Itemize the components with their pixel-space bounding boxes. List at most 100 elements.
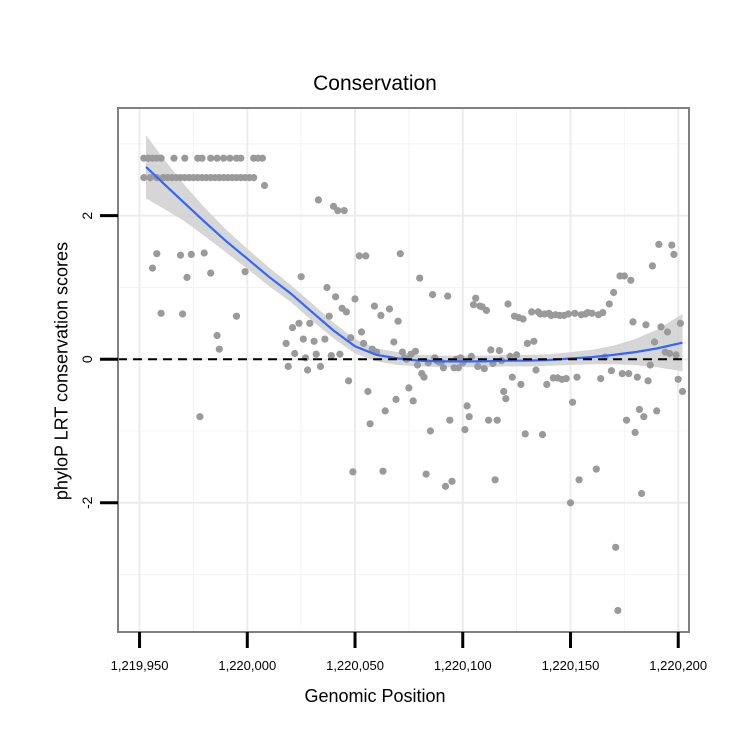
data-point bbox=[325, 312, 333, 320]
data-point bbox=[474, 362, 482, 370]
data-point bbox=[638, 489, 646, 498]
data-point bbox=[284, 362, 292, 370]
data-point bbox=[543, 380, 551, 388]
data-point bbox=[439, 364, 447, 372]
data-point bbox=[215, 345, 223, 353]
data-point bbox=[459, 359, 467, 367]
data-point bbox=[282, 339, 290, 347]
data-point bbox=[351, 295, 359, 303]
data-point bbox=[258, 154, 266, 162]
data-point bbox=[597, 375, 605, 383]
data-point bbox=[575, 476, 583, 484]
data-point bbox=[413, 361, 422, 369]
data-point bbox=[564, 310, 572, 318]
data-points bbox=[140, 154, 687, 615]
data-point bbox=[187, 250, 195, 258]
data-point bbox=[398, 348, 406, 356]
data-point bbox=[422, 470, 430, 478]
data-point bbox=[347, 334, 355, 342]
data-point bbox=[657, 323, 665, 331]
x-tick-label: 1,220,050 bbox=[326, 658, 384, 673]
data-point bbox=[538, 431, 547, 439]
data-point bbox=[392, 395, 400, 403]
data-point bbox=[599, 309, 607, 317]
data-point bbox=[362, 252, 370, 260]
data-point bbox=[345, 377, 353, 385]
data-point bbox=[566, 499, 575, 507]
data-point bbox=[612, 543, 620, 551]
data-point bbox=[620, 272, 629, 280]
data-point bbox=[562, 375, 570, 383]
confidence-ribbon bbox=[146, 135, 683, 372]
data-point bbox=[444, 292, 452, 300]
data-point bbox=[513, 351, 521, 359]
data-point bbox=[441, 482, 450, 490]
data-point bbox=[396, 250, 404, 258]
data-point bbox=[411, 347, 419, 355]
data-point bbox=[629, 318, 637, 326]
data-point bbox=[668, 241, 676, 249]
data-point bbox=[487, 346, 495, 354]
data-point bbox=[467, 352, 475, 360]
data-point bbox=[260, 181, 269, 190]
data-point bbox=[448, 477, 456, 485]
smooth-line-layer bbox=[145, 166, 683, 363]
chart-title: Conservation bbox=[313, 72, 437, 95]
data-point bbox=[653, 407, 661, 415]
data-point bbox=[644, 377, 652, 385]
data-point bbox=[379, 467, 387, 475]
data-point bbox=[472, 294, 480, 302]
axes: 1,219,950 1,220,000 1,220,050 1,220,100 1,22… bbox=[79, 212, 707, 673]
data-point bbox=[429, 291, 437, 299]
data-point bbox=[670, 250, 678, 258]
data-point bbox=[291, 349, 299, 358]
panel-border bbox=[117, 107, 690, 633]
data-point bbox=[334, 207, 342, 215]
data-point bbox=[321, 335, 329, 343]
data-point bbox=[340, 207, 348, 215]
data-point bbox=[360, 339, 368, 347]
x-tick-label: 1,220,200 bbox=[649, 658, 707, 673]
data-point bbox=[314, 196, 322, 204]
data-point bbox=[213, 331, 221, 340]
data-point bbox=[148, 264, 157, 272]
data-point bbox=[454, 364, 462, 372]
data-point bbox=[605, 300, 613, 308]
data-point bbox=[183, 273, 191, 281]
x-tick-label: 1,220,100 bbox=[434, 658, 492, 673]
data-point bbox=[571, 309, 579, 317]
data-point bbox=[226, 154, 234, 162]
data-point bbox=[306, 319, 314, 327]
data-point bbox=[220, 154, 228, 162]
data-point bbox=[465, 413, 473, 421]
data-point bbox=[521, 430, 529, 438]
data-point bbox=[349, 468, 357, 476]
data-point bbox=[663, 328, 672, 336]
data-point bbox=[495, 347, 503, 355]
data-point bbox=[304, 366, 312, 374]
data-point bbox=[157, 154, 165, 162]
data-point bbox=[640, 413, 648, 421]
data-point bbox=[390, 338, 398, 346]
data-point bbox=[170, 154, 178, 162]
data-point bbox=[232, 312, 241, 320]
data-point bbox=[381, 407, 389, 415]
data-point bbox=[377, 311, 385, 319]
data-point bbox=[200, 249, 208, 257]
data-point bbox=[666, 349, 674, 358]
y-tick-label: 2 bbox=[79, 212, 95, 220]
data-point bbox=[323, 283, 331, 292]
data-point bbox=[655, 240, 663, 248]
data-point bbox=[502, 395, 510, 403]
data-point bbox=[250, 174, 258, 182]
data-point bbox=[463, 402, 471, 410]
data-point bbox=[299, 335, 307, 343]
data-point bbox=[461, 426, 469, 434]
data-point bbox=[179, 310, 187, 318]
data-point bbox=[301, 354, 310, 362]
data-point bbox=[519, 315, 527, 323]
data-point bbox=[327, 352, 335, 360]
y-tick-label: 0 bbox=[79, 355, 95, 363]
data-point bbox=[295, 319, 303, 327]
data-point bbox=[672, 351, 680, 359]
